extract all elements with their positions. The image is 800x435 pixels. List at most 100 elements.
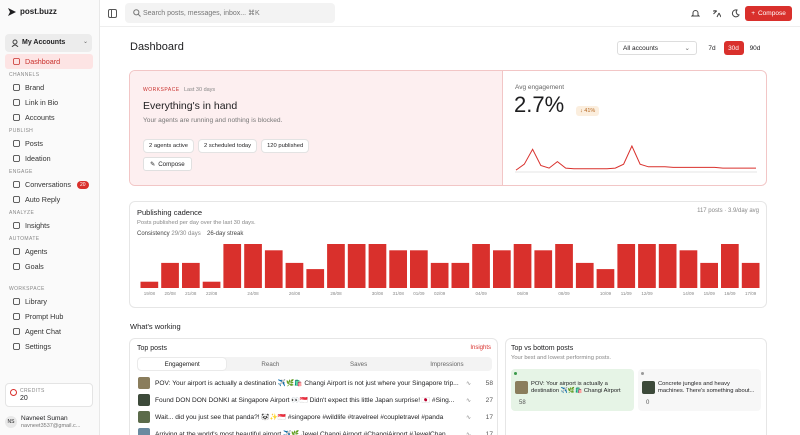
nav-item[interactable]: Link in Bio (5, 95, 93, 110)
nav-item[interactable]: Accounts (5, 110, 93, 125)
nav-icon-shape (13, 114, 20, 121)
bar (658, 244, 677, 288)
nav-item[interactable]: Dashboard (5, 54, 93, 69)
post-row[interactable]: Found DON DON DONKI at Singapore Airport… (138, 393, 493, 407)
x-tick-label: 31/08 (393, 291, 405, 296)
bar (327, 244, 345, 288)
hero-subtext: Your agents are running and nothing is b… (143, 117, 283, 124)
nav-icon (13, 313, 20, 320)
thumbnail (138, 394, 150, 406)
nav-icon-shape (13, 263, 20, 270)
bar (534, 250, 553, 288)
nav-icon (13, 343, 20, 350)
nav-icon-shape (13, 222, 20, 229)
nav-item[interactable]: Agents (5, 244, 93, 259)
tab[interactable]: Impressions (430, 361, 464, 368)
nav-label: Agents (25, 247, 48, 256)
account-filter[interactable]: All accounts ⌄ (617, 41, 697, 55)
x-tick-label: 01/09 (413, 291, 425, 296)
nav-item[interactable]: Auto Reply (5, 192, 93, 207)
compose-button[interactable]: + Compose (745, 6, 792, 21)
x-tick-label: 14/09 (683, 291, 695, 296)
search-box[interactable]: Search posts, messages, inbox... ⌘K (125, 3, 335, 23)
nav-item[interactable]: Settings (5, 339, 93, 354)
bar (161, 262, 179, 288)
bar (140, 281, 159, 288)
credits-box: CREDITS 20 (5, 383, 93, 407)
thumbnail (138, 428, 150, 435)
account-switcher[interactable]: My Accounts ⌄ (5, 34, 92, 52)
nav-icon (13, 298, 20, 305)
range-option[interactable]: 30d (723, 41, 744, 55)
post-value: 27 (485, 396, 493, 404)
trend-icon: ∿ (465, 414, 471, 421)
notifications-icon[interactable] (691, 9, 700, 18)
bar (741, 262, 760, 288)
x-tick-label: 30/08 (372, 291, 384, 296)
engagement-value: 2.7% (514, 92, 565, 117)
nav-icon-shape (13, 343, 20, 350)
top-bottom-card: Top vs bottom posts Your best and lowest… (505, 338, 767, 435)
post-card[interactable]: POV: Your airport is actually a destinat… (511, 369, 634, 411)
hero-eyebrow: WORKSPACE (143, 87, 180, 93)
separator: · (176, 86, 178, 93)
nav-heading: AUTOMATE (9, 235, 40, 242)
bar (493, 250, 511, 288)
range-option[interactable]: 7d (708, 44, 716, 52)
tab[interactable]: Engagement (138, 358, 227, 370)
theme-icon[interactable] (731, 9, 740, 18)
nav-label: Ideation (25, 154, 51, 163)
post-text: POV: Your airport is actually a destinat… (155, 380, 459, 387)
nav-label: Posts (25, 139, 43, 148)
post-row[interactable]: POV: Your airport is actually a destinat… (138, 376, 493, 390)
hero-compose-button[interactable]: ✎ Compose (143, 157, 192, 171)
nav-icon-shape (13, 84, 20, 91)
account-switcher-label: My Accounts (22, 39, 66, 46)
nav-label: Accounts (25, 113, 55, 122)
bar (202, 281, 221, 288)
nav-item[interactable]: Library (5, 294, 93, 309)
post-card[interactable]: Concrete jungles and heavy machines. The… (638, 369, 761, 411)
divider (502, 71, 503, 185)
post-card-value: 0 (646, 400, 650, 406)
tab[interactable]: Reach (261, 361, 280, 368)
brand: post.buzz (20, 7, 57, 16)
nav-label: Settings (25, 342, 51, 351)
post-text: Arriving at the world's most beautiful a… (155, 431, 452, 435)
nav-item[interactable]: Goals (5, 259, 93, 274)
range-option[interactable]: 90d (749, 44, 761, 52)
streak: 26-day streak (207, 231, 244, 237)
top-posts-title: Top posts (137, 345, 167, 352)
chevron: ⌄ (684, 45, 690, 52)
tab[interactable]: Saves (350, 361, 368, 368)
insights-link[interactable]: Insights (470, 345, 491, 351)
nav-item[interactable]: Brand (5, 80, 93, 95)
nav-item[interactable]: Prompt Hub (5, 309, 93, 324)
bar (182, 262, 200, 288)
translate-icon[interactable] (712, 9, 721, 18)
nav-icon (13, 263, 20, 270)
post-row[interactable]: Arriving at the world's most beautiful a… (138, 427, 493, 435)
nav-label: Library (25, 297, 47, 306)
top-bottom-subtitle: Your best and lowest performing posts. (511, 355, 611, 361)
sidebar-toggle[interactable] (108, 9, 117, 18)
x-tick-label: 12/09 (641, 291, 653, 296)
nav-icon (13, 328, 20, 335)
search-placeholder: Search posts, messages, inbox... ⌘K (143, 10, 260, 17)
post-row[interactable]: Wait... did you just see that panda?! 🐼✨… (138, 410, 493, 424)
nav-item[interactable]: Conversations 20 (5, 177, 93, 192)
nav-heading: CHANNELS (9, 71, 40, 78)
x-tick-label: 21/08 (185, 291, 197, 296)
nav-icon-shape (13, 99, 20, 106)
post-text: Found DON DON DONKI at Singapore Airport… (155, 397, 455, 404)
engagement-label: Avg engagement (515, 84, 565, 91)
nav-item[interactable]: Ideation (5, 151, 93, 166)
nav-item[interactable]: Agent Chat (5, 324, 93, 339)
nav-icon (13, 155, 20, 162)
nav-item[interactable]: Insights (5, 218, 93, 233)
nav-icon (13, 99, 20, 106)
chip: 120 published (261, 139, 310, 153)
nav-item[interactable]: Posts (5, 136, 93, 151)
trend-icon: ∿ (465, 397, 471, 404)
search-icon (133, 9, 141, 17)
